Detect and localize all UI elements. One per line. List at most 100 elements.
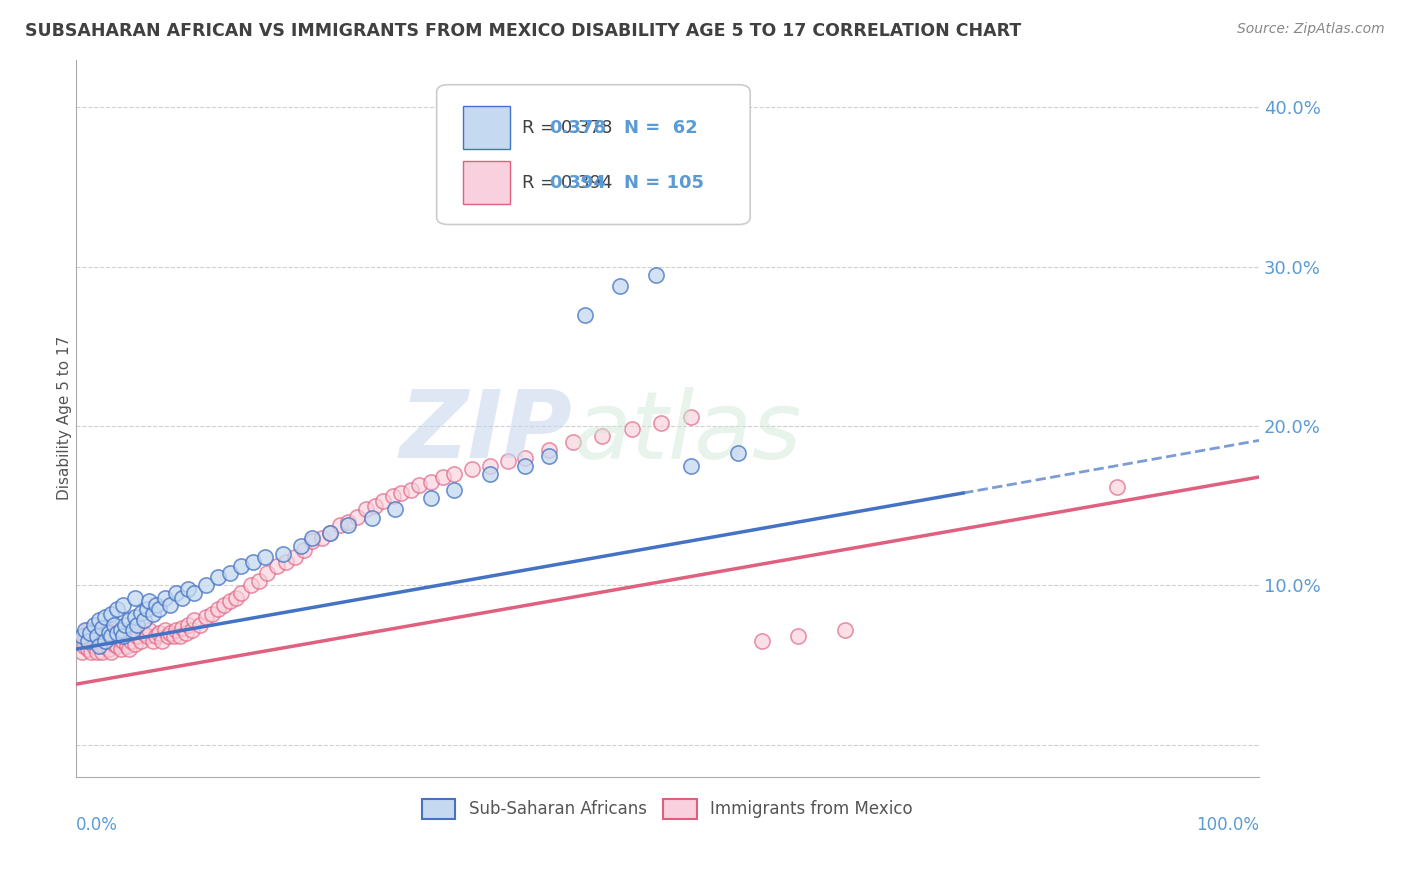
Y-axis label: Disability Age 5 to 17: Disability Age 5 to 17 <box>58 336 72 500</box>
Point <box>114 618 136 632</box>
Point <box>138 623 160 637</box>
Point <box>124 637 146 651</box>
Point <box>83 626 105 640</box>
Point <box>105 626 128 640</box>
Point <box>266 559 288 574</box>
Point <box>80 645 103 659</box>
Point <box>94 623 117 637</box>
Point <box>188 618 211 632</box>
Point <box>124 610 146 624</box>
Point <box>172 622 194 636</box>
Point <box>94 629 117 643</box>
Point <box>70 645 93 659</box>
Point <box>120 634 142 648</box>
Text: R = 0.378: R = 0.378 <box>522 119 612 136</box>
Point <box>751 634 773 648</box>
Text: N = 105: N = 105 <box>624 174 703 192</box>
Point <box>354 502 377 516</box>
Point <box>834 623 856 637</box>
Point <box>104 626 127 640</box>
Point <box>478 467 501 481</box>
Point <box>97 626 120 640</box>
Point <box>110 642 132 657</box>
Point <box>443 483 465 497</box>
Point <box>716 204 738 219</box>
Point <box>163 629 186 643</box>
Point <box>134 614 156 628</box>
Point <box>153 623 176 637</box>
Point <box>389 486 412 500</box>
Point <box>148 626 170 640</box>
Point <box>218 594 240 608</box>
Point <box>399 483 422 497</box>
Point <box>105 623 128 637</box>
Point <box>105 602 128 616</box>
Point <box>100 645 122 659</box>
Point <box>70 629 93 643</box>
Point <box>174 626 197 640</box>
Point <box>561 435 583 450</box>
Point <box>194 610 217 624</box>
Point <box>135 629 157 643</box>
Point <box>247 574 270 588</box>
Point <box>103 637 125 651</box>
Point <box>121 626 143 640</box>
Point <box>103 618 125 632</box>
Point <box>105 639 128 653</box>
Point <box>360 511 382 525</box>
Point <box>94 610 117 624</box>
Point <box>76 623 98 637</box>
Point <box>443 467 465 481</box>
Point <box>292 543 315 558</box>
Point <box>419 491 441 505</box>
Point <box>97 642 120 657</box>
Text: N =  62: N = 62 <box>624 119 697 136</box>
Point <box>84 632 107 647</box>
Legend: Sub-Saharan Africans, Immigrants from Mexico: Sub-Saharan Africans, Immigrants from Me… <box>415 792 920 826</box>
Point <box>679 409 702 424</box>
Point <box>86 629 108 643</box>
Point <box>207 570 229 584</box>
Point <box>157 629 180 643</box>
Point <box>142 607 165 621</box>
FancyBboxPatch shape <box>463 161 510 204</box>
Point <box>129 634 152 648</box>
Point <box>165 623 187 637</box>
Point <box>225 591 247 606</box>
Point <box>159 626 181 640</box>
Point <box>100 629 122 643</box>
Point <box>207 602 229 616</box>
Point <box>276 555 298 569</box>
Point <box>90 634 112 648</box>
Point <box>319 525 342 540</box>
Point <box>271 547 294 561</box>
Point <box>574 308 596 322</box>
Point <box>83 618 105 632</box>
Point <box>496 454 519 468</box>
Point <box>364 499 387 513</box>
Point <box>112 629 135 643</box>
Point <box>134 626 156 640</box>
Point <box>97 634 120 648</box>
Point <box>124 623 146 637</box>
Point <box>201 607 224 621</box>
Text: SUBSAHARAN AFRICAN VS IMMIGRANTS FROM MEXICO DISABILITY AGE 5 TO 17 CORRELATION : SUBSAHARAN AFRICAN VS IMMIGRANTS FROM ME… <box>25 22 1022 40</box>
Point <box>121 623 143 637</box>
Point <box>112 634 135 648</box>
Point <box>183 614 205 628</box>
Point <box>515 450 537 465</box>
Point <box>127 629 149 643</box>
Point <box>408 478 430 492</box>
Point <box>242 555 264 569</box>
Point <box>727 446 749 460</box>
Point <box>90 645 112 659</box>
Point <box>183 586 205 600</box>
Point <box>538 442 561 457</box>
Point <box>75 623 97 637</box>
FancyBboxPatch shape <box>463 106 510 149</box>
Point <box>336 517 359 532</box>
Text: 0.0%: 0.0% <box>76 816 118 834</box>
Text: ZIP: ZIP <box>399 386 572 478</box>
Point <box>148 602 170 616</box>
Point <box>373 494 395 508</box>
